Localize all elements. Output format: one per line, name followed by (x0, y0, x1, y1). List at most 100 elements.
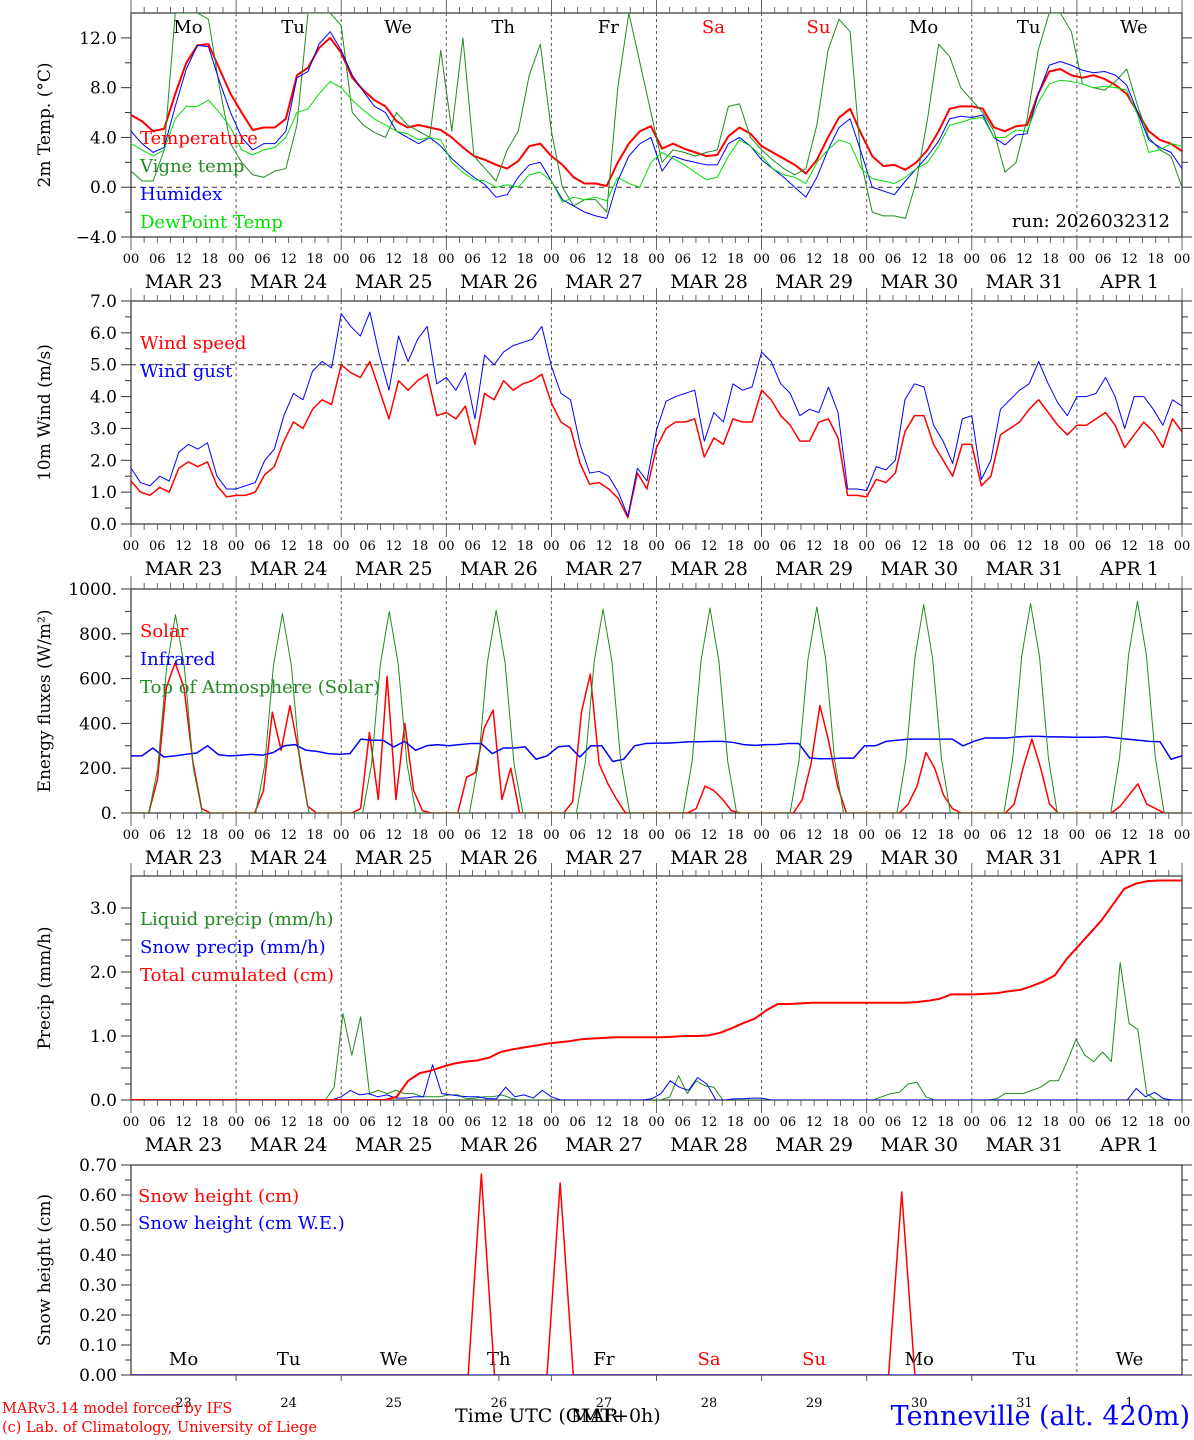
hour-tick-label: 12 (280, 539, 297, 554)
date-label: MAR 29 (775, 558, 853, 580)
series-line-total-cumulated-cm- (131, 879, 1182, 1100)
y-tick-label: 400. (79, 714, 117, 734)
hour-tick-label: 12 (491, 828, 508, 843)
hour-tick-label: 00 (333, 1115, 350, 1130)
hour-tick-label: 18 (1147, 252, 1164, 267)
day-number-label: 28 (701, 1396, 718, 1411)
y-tick-label: 0.40 (79, 1246, 117, 1266)
hour-tick-label: 18 (307, 828, 324, 843)
hour-tick-label: 12 (385, 252, 402, 267)
hour-tick-label: 18 (937, 539, 954, 554)
hour-tick-label: 18 (937, 252, 954, 267)
hour-tick-label: 12 (701, 828, 718, 843)
weekday-label: Tu (1017, 17, 1041, 38)
day-number-label: 25 (385, 1396, 402, 1411)
hour-tick-label: 06 (885, 1115, 902, 1130)
date-label: APR 1 (1099, 847, 1159, 869)
hour-tick-label: 06 (359, 1115, 376, 1130)
hour-tick-label: 12 (385, 539, 402, 554)
date-label: MAR 23 (145, 558, 223, 580)
hour-tick-label: 06 (675, 1115, 692, 1130)
hour-tick-label: 06 (569, 828, 586, 843)
y-tick-label: 1.0 (90, 1027, 117, 1047)
hour-tick-label: 12 (491, 1115, 508, 1130)
series-line-infrared (131, 735, 1182, 763)
series-line-vigne-temp (131, 13, 1182, 219)
hour-tick-label: 18 (727, 539, 744, 554)
y-tick-label: 0.10 (79, 1336, 117, 1356)
legend-entry: Temperature (140, 128, 258, 149)
y-axis-label: Energy fluxes (W/m²) (35, 610, 55, 793)
weekday-label: We (1120, 17, 1148, 38)
hour-tick-label: 06 (780, 828, 797, 843)
hour-tick-label: 00 (438, 539, 455, 554)
legend-entry: Wind gust (140, 361, 233, 382)
hour-tick-label: 00 (1174, 252, 1191, 267)
legend-entry: DewPoint Temp (140, 212, 283, 233)
hour-tick-label: 12 (596, 539, 613, 554)
date-label: MAR 30 (880, 558, 958, 580)
hour-tick-label: 18 (1042, 828, 1059, 843)
hour-tick-label: 00 (333, 539, 350, 554)
hour-tick-label: 06 (569, 539, 586, 554)
hour-tick-label: 00 (228, 828, 245, 843)
hour-tick-label: 12 (1016, 828, 1033, 843)
hour-tick-label: 06 (990, 252, 1007, 267)
y-axis-label: Precip (mm/h) (35, 926, 55, 1049)
weekday-label: Fr (593, 1349, 614, 1370)
legend-entry: Snow precip (mm/h) (140, 937, 326, 958)
x-axis-label: Time UTC (GMT+0h) MAR (455, 1405, 661, 1427)
date-label: MAR 29 (775, 271, 853, 293)
hour-tick-label: 06 (675, 828, 692, 843)
hour-tick-label: 18 (412, 252, 429, 267)
hour-tick-label: 18 (622, 539, 639, 554)
hour-tick-label: 06 (885, 539, 902, 554)
credits-line-2: (c) Lab. of Climatology, University of L… (2, 1420, 317, 1436)
hour-tick-label: 00 (753, 828, 770, 843)
hour-tick-label: 00 (1069, 252, 1086, 267)
hour-tick-label: 12 (701, 539, 718, 554)
hour-tick-label: 06 (990, 1115, 1007, 1130)
y-tick-label: 1000. (68, 580, 117, 600)
series-line-wind-speed (131, 360, 1182, 519)
hour-tick-label: 18 (517, 539, 534, 554)
hour-tick-label: 00 (438, 828, 455, 843)
hour-tick-label: 12 (1016, 252, 1033, 267)
hour-tick-label: 00 (228, 252, 245, 267)
series-line-snow-precip-mm-h- (131, 1064, 1182, 1100)
weekday-label: We (384, 17, 412, 38)
hour-tick-label: 00 (123, 1115, 140, 1130)
weekday-label: Su (807, 17, 831, 38)
day-number-label: 31 (1016, 1396, 1033, 1411)
hour-tick-label: 18 (1042, 252, 1059, 267)
hour-tick-label: 00 (543, 1115, 560, 1130)
panel-snow: 0.00 0.10 0.20 0.30 0.40 0.50 0.60 0.70 Snow hei… (35, 1156, 1192, 1411)
y-tick-label: 7.0 (90, 292, 117, 312)
hour-tick-label: 18 (727, 828, 744, 843)
series-line-liquid-precip-mm-h- (131, 961, 1182, 1100)
hour-tick-label: 00 (858, 1115, 875, 1130)
date-label: APR 1 (1099, 558, 1159, 580)
hour-tick-label: 18 (202, 539, 219, 554)
hour-tick-label: 18 (517, 828, 534, 843)
hour-tick-label: 00 (964, 828, 981, 843)
y-tick-label: 0. (101, 804, 117, 824)
hour-tick-label: 18 (412, 539, 429, 554)
hour-tick-label: 06 (254, 539, 271, 554)
date-label: MAR 24 (250, 271, 328, 293)
y-axis-label: 10m Wind (m/s) (35, 344, 55, 481)
y-tick-label: 0.50 (79, 1216, 117, 1236)
day-number-label: 26 (491, 1396, 508, 1411)
hour-tick-label: 18 (832, 539, 849, 554)
date-label: APR 1 (1099, 271, 1159, 293)
hour-tick-label: 18 (832, 252, 849, 267)
date-label: MAR 28 (670, 1134, 748, 1156)
legend-entry: Vigne temp (139, 156, 244, 177)
hour-tick-label: 06 (254, 1115, 271, 1130)
date-label: MAR 25 (355, 558, 433, 580)
hour-tick-label: 06 (464, 252, 481, 267)
hour-tick-label: 12 (806, 828, 823, 843)
hour-tick-label: 00 (964, 1115, 981, 1130)
y-tick-label: 5.0 (90, 356, 117, 376)
hour-tick-label: 18 (307, 1115, 324, 1130)
